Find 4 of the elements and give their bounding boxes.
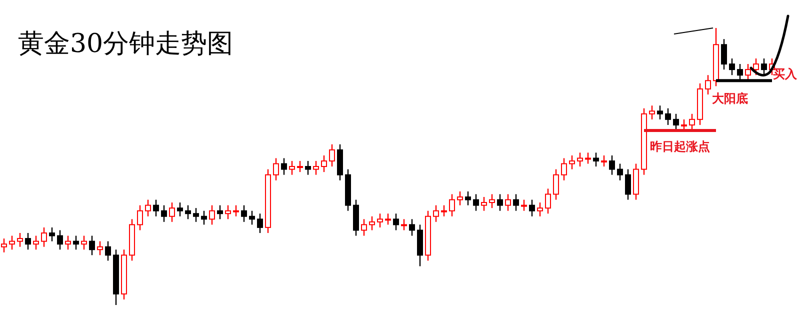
ref-line-label: 大阳底 [712, 92, 748, 106]
chart-title: 黄金30分钟走势图 [18, 29, 234, 59]
annotation: 买入 [773, 67, 797, 81]
ref-line-label: 昨日起涨点 [650, 139, 710, 154]
